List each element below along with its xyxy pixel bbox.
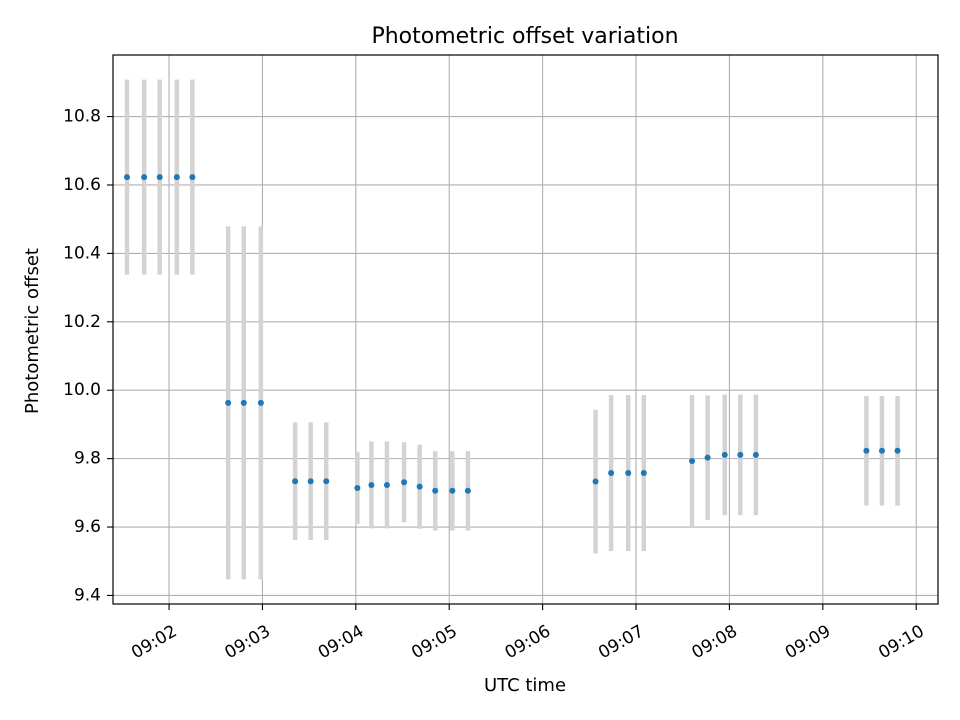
data-point — [368, 481, 375, 488]
data-point — [689, 458, 696, 465]
data-point — [878, 447, 885, 454]
data-point — [704, 454, 711, 461]
data-point — [592, 478, 599, 485]
y-grid — [113, 116, 938, 596]
data-point — [124, 174, 131, 181]
y-tick-label: 10.0 — [63, 380, 101, 400]
data-point — [257, 399, 264, 406]
data-point — [307, 478, 314, 485]
data-point — [625, 469, 632, 476]
y-tick-label: 10.6 — [63, 175, 101, 195]
data-point — [737, 451, 744, 458]
data-point — [156, 174, 163, 181]
data-point — [863, 447, 870, 454]
data-point — [449, 487, 456, 494]
y-tick-label: 10.2 — [63, 312, 101, 332]
data-point — [141, 174, 148, 181]
data-points — [124, 174, 901, 494]
data-point — [292, 478, 299, 485]
data-point — [240, 399, 247, 406]
y-axis-label: Photometric offset — [22, 248, 43, 414]
data-point — [640, 469, 647, 476]
data-point — [401, 479, 408, 486]
data-point — [383, 481, 390, 488]
data-point — [752, 451, 759, 458]
data-point — [721, 451, 728, 458]
plot-background — [113, 55, 938, 604]
y-tick-label: 9.4 — [74, 585, 101, 605]
data-point — [354, 485, 361, 492]
data-point — [189, 174, 196, 181]
data-point — [432, 487, 439, 494]
data-point — [416, 483, 423, 490]
data-point — [464, 487, 471, 494]
y-axis: 9.4 9.6 9.8 10.0 10.2 10.4 10.6 10.8 — [63, 107, 113, 605]
data-point — [894, 447, 901, 454]
y-tick-label: 10.8 — [63, 107, 101, 127]
y-tick-label: 9.6 — [74, 517, 101, 537]
data-point — [323, 478, 330, 485]
data-point — [608, 469, 615, 476]
data-point — [225, 399, 232, 406]
chart-title: Photometric offset variation — [371, 24, 678, 49]
data-point — [173, 174, 180, 181]
x-axis-label: UTC time — [484, 675, 566, 696]
y-tick-label: 10.4 — [63, 243, 101, 263]
y-tick-label: 9.8 — [74, 449, 101, 469]
plot-frame — [112, 54, 939, 605]
